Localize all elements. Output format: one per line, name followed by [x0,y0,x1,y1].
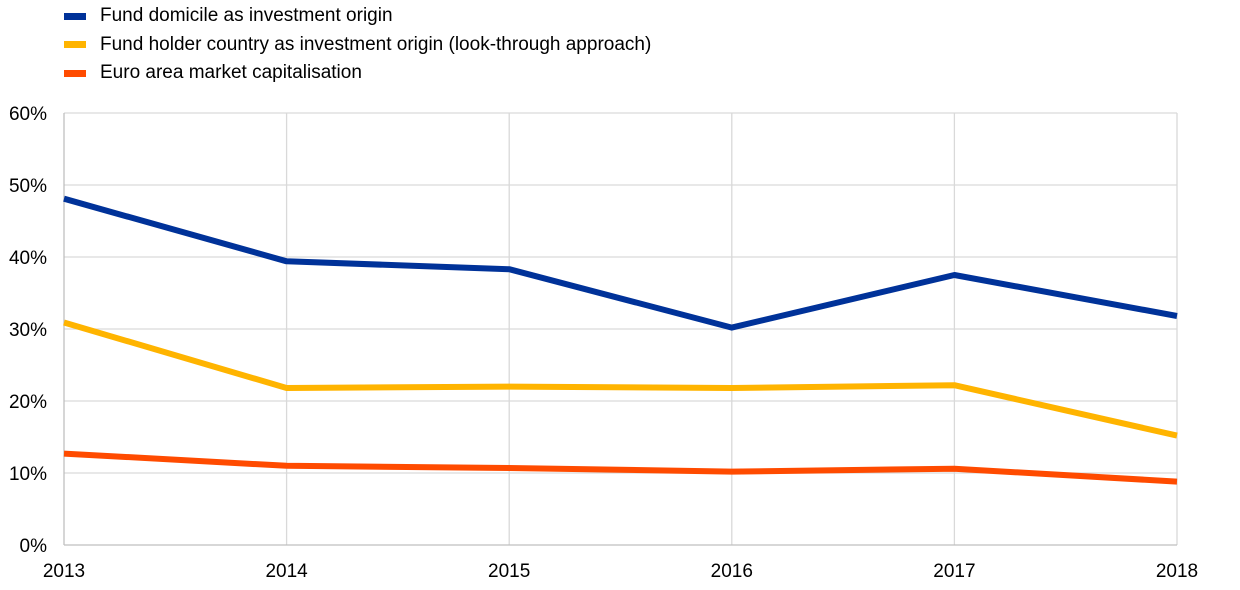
y-tick-label: 50% [9,176,47,197]
x-tick-label: 2015 [488,561,530,582]
x-tick-label: 2013 [43,561,85,582]
legend-item-series-1: Fund domicile as investment origin [64,2,651,31]
series-line-1 [63,195,1178,331]
series-line-3 [63,450,1178,485]
y-tick-label: 60% [9,104,47,125]
x-tick-label: 2014 [265,561,308,582]
legend-label-series-2: Fund holder country as investment origin… [100,33,652,55]
legend-swatch-series-2 [64,41,86,49]
legend-item-series-2: Fund holder country as investment origin… [64,31,651,60]
x-tick-label: 2018 [1156,561,1198,582]
chart-legend: Fund domicile as investment origin Fund … [64,2,651,88]
legend-item-series-3: Euro area market capitalisation [64,59,651,88]
legend-label-series-1: Fund domicile as investment origin [100,5,393,27]
y-tick-label: 0% [20,536,48,557]
x-tick-label: 2017 [933,561,975,582]
y-tick-label: 40% [9,248,47,269]
y-tick-label: 10% [9,464,47,485]
y-tick-label: 20% [9,392,47,413]
legend-label-series-3: Euro area market capitalisation [100,62,362,84]
legend-swatch-series-1 [64,12,86,20]
legend-swatch-series-3 [64,69,86,77]
series-line-2 [63,319,1178,439]
x-tick-label: 2016 [711,561,753,582]
y-tick-label: 30% [9,320,47,341]
